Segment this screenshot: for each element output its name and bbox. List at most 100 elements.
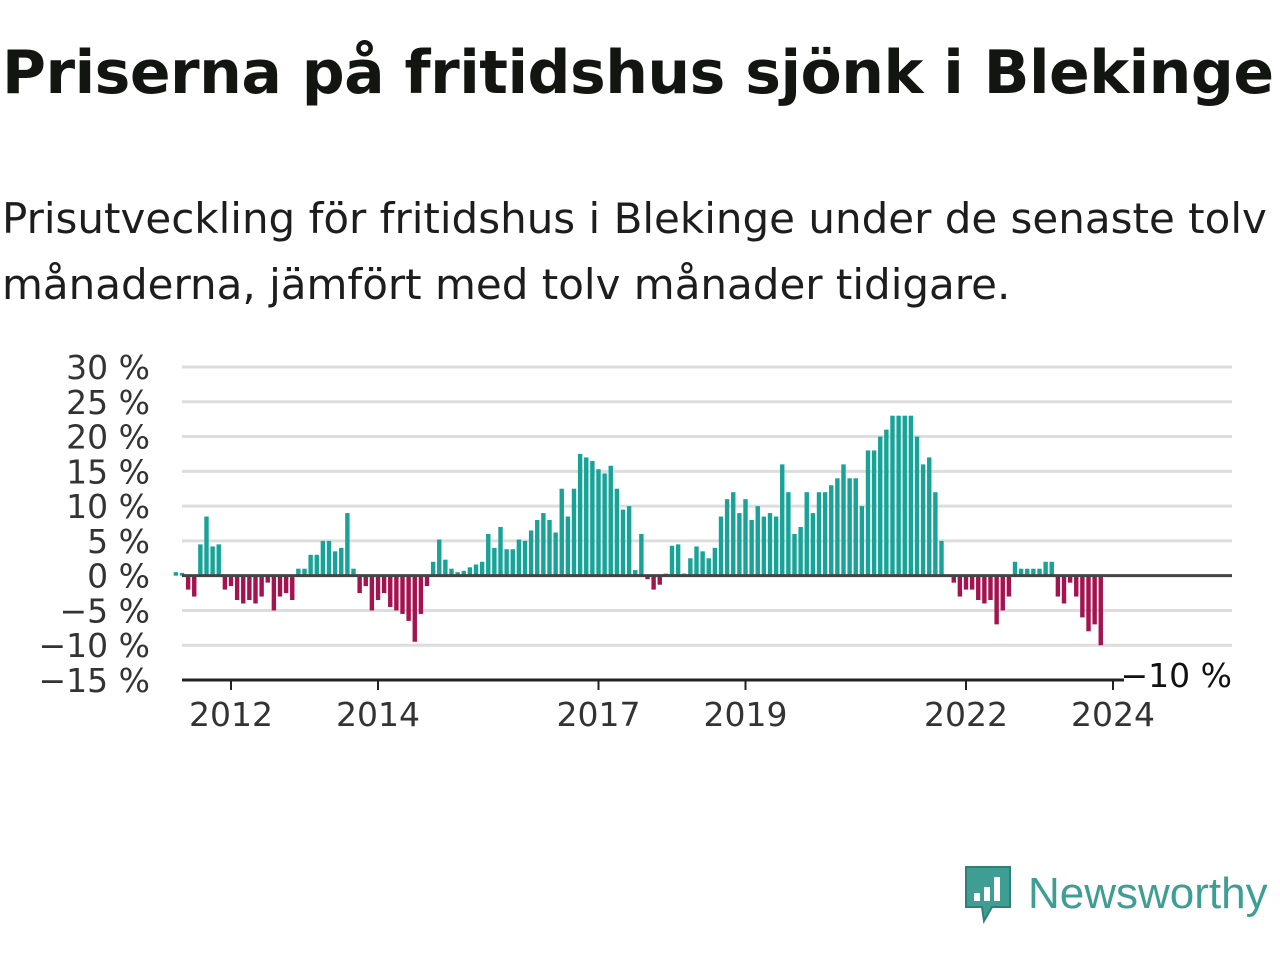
bar <box>1092 575 1097 625</box>
bar <box>571 488 577 576</box>
bar <box>1055 575 1061 597</box>
bar <box>657 575 662 585</box>
bar <box>688 558 693 576</box>
bar <box>859 506 865 576</box>
bar <box>400 575 405 614</box>
bar <box>902 415 907 576</box>
bar <box>639 533 644 576</box>
y-tick-label: 5 % <box>87 522 150 561</box>
bar <box>271 575 277 611</box>
bar <box>357 575 362 594</box>
x-tick-label: 2024 <box>1071 695 1155 734</box>
bar <box>541 513 546 576</box>
bar <box>424 575 430 587</box>
bar <box>865 450 871 576</box>
bar <box>198 544 203 576</box>
bar <box>584 457 589 576</box>
bar <box>920 464 926 576</box>
bar <box>228 575 234 587</box>
bar <box>822 492 828 576</box>
bar <box>467 567 473 576</box>
bar <box>283 575 289 594</box>
bar <box>210 546 215 576</box>
bar <box>755 506 760 576</box>
y-tick-label: 30 % <box>66 348 150 387</box>
y-tick-label: 15 % <box>66 452 150 491</box>
bar <box>473 564 479 576</box>
bar <box>559 488 564 576</box>
bar <box>731 492 736 576</box>
bar <box>1080 575 1085 618</box>
bar <box>1086 575 1091 632</box>
bar <box>535 520 540 576</box>
bar <box>375 575 381 601</box>
bar <box>314 554 319 576</box>
bar <box>204 516 209 576</box>
bar <box>437 539 442 576</box>
bar <box>522 540 528 576</box>
bar <box>712 547 718 576</box>
bar <box>982 575 987 604</box>
bar <box>651 575 656 590</box>
bar <box>449 568 454 576</box>
bar <box>780 464 785 576</box>
bar <box>608 465 613 576</box>
bar <box>847 478 852 576</box>
bar <box>645 575 650 580</box>
bar <box>878 436 883 576</box>
bar <box>504 549 509 576</box>
bar <box>1037 568 1042 576</box>
bar <box>1000 575 1005 611</box>
x-tick-label: 2019 <box>704 695 788 734</box>
bar <box>369 575 375 611</box>
bar <box>1018 568 1024 576</box>
x-tick-label: 2022 <box>924 695 1008 734</box>
bar <box>816 492 822 576</box>
bar <box>577 453 583 576</box>
brand-name: Newsworthy <box>1028 869 1268 918</box>
bar <box>234 575 240 601</box>
bar <box>345 513 350 576</box>
y-axis-ticks: 30 %25 %20 %15 %10 %5 %0 %−5 %−10 %−15 % <box>39 348 151 700</box>
y-tick-label: 20 % <box>66 418 150 457</box>
bar <box>277 575 283 597</box>
x-axis: 2012 2014 2017 2019 2022 2024 <box>182 574 1232 734</box>
bar <box>761 516 767 576</box>
bar <box>1006 575 1012 597</box>
bars <box>173 415 1103 646</box>
bar <box>706 558 711 576</box>
bar-chart: 30 %25 %20 %15 %10 %5 %0 %−5 %−10 %−15 %… <box>39 348 1236 734</box>
bar <box>216 544 221 576</box>
bar <box>853 478 858 576</box>
y-tick-label: 10 % <box>66 487 150 526</box>
bar <box>1043 561 1048 576</box>
bar <box>871 450 877 576</box>
bar <box>890 415 895 576</box>
bar <box>363 575 368 587</box>
bar <box>1031 568 1036 576</box>
bar <box>302 568 307 576</box>
bar <box>528 530 534 576</box>
bar <box>743 499 748 576</box>
bar <box>884 429 889 576</box>
bar <box>430 561 436 576</box>
bar <box>1074 575 1079 597</box>
bar <box>320 540 326 576</box>
chart-title: Priserna på fritidshus sjönk i Blekinge <box>2 38 1274 108</box>
bar <box>412 575 417 642</box>
newsworthy-brand: Newsworthy <box>962 862 1268 926</box>
bar <box>565 516 571 576</box>
bar <box>957 575 963 597</box>
bar <box>247 575 252 601</box>
bar <box>1061 575 1067 604</box>
bar <box>253 575 258 604</box>
bar <box>179 572 185 576</box>
bar <box>933 492 938 576</box>
y-tick-label: 0 % <box>87 557 150 596</box>
bar <box>694 546 699 576</box>
bar <box>633 570 638 576</box>
bar <box>192 575 197 597</box>
bar <box>308 554 313 576</box>
x-tick-label: 2017 <box>557 695 641 734</box>
bar <box>332 551 338 576</box>
